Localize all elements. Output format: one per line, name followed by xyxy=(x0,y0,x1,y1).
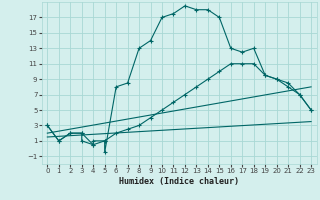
X-axis label: Humidex (Indice chaleur): Humidex (Indice chaleur) xyxy=(119,177,239,186)
